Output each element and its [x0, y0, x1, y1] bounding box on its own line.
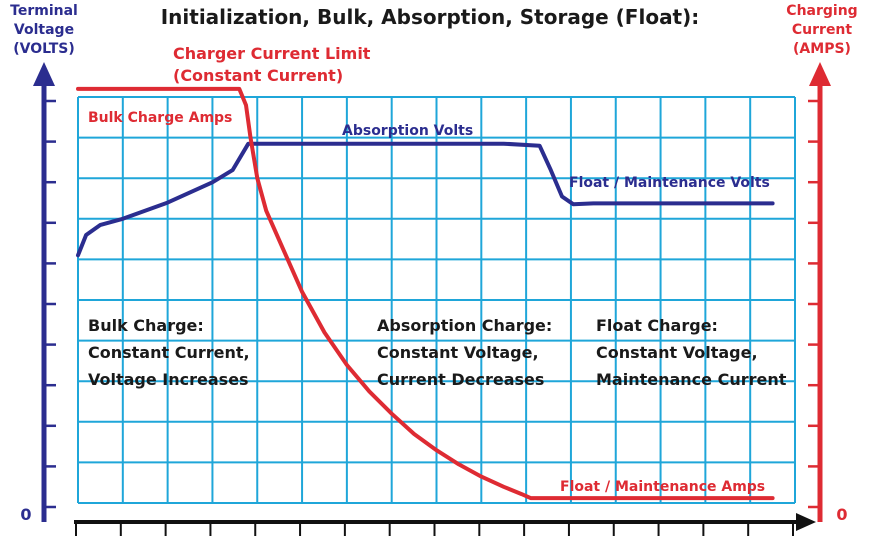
- left-axis-label: Terminal: [10, 3, 78, 19]
- annotation-bulk-amps: Bulk Charge Amps: [88, 110, 232, 126]
- annotation-charger-limit: (Constant Current): [173, 66, 343, 85]
- annotation-absorption-charge: Absorption Charge:: [377, 316, 552, 335]
- annotation-bulk-charge: Constant Current,: [88, 343, 250, 362]
- annotation-absorption-charge: Current Decreases: [377, 370, 544, 389]
- annotation-absorption-volts: Absorption Volts: [342, 123, 473, 139]
- right-axis-label: Current: [792, 22, 853, 38]
- right-axis-arrow: [809, 62, 831, 86]
- left-axis-label: (VOLTS): [13, 41, 75, 57]
- left-axis-label: Voltage: [14, 22, 74, 38]
- annotation-float-amps: Float / Maintenance Amps: [560, 479, 765, 495]
- annotation-charger-limit: Charger Current Limit: [173, 44, 371, 63]
- voltage-series-line: [76, 141, 775, 258]
- left-axis-arrow: [33, 62, 55, 86]
- chart-grid: [77, 96, 796, 504]
- chart-title: Initialization, Bulk, Absorption, Storag…: [161, 5, 700, 29]
- annotation-bulk-charge: Voltage Increases: [88, 370, 249, 389]
- annotation-bulk-charge: Bulk Charge:: [88, 316, 204, 335]
- right-axis-label: Charging: [786, 3, 857, 19]
- right-axis-zero-label: 0: [836, 505, 847, 524]
- annotation-float-volts: Float / Maintenance Volts: [569, 175, 770, 191]
- chart-axes: [33, 62, 831, 536]
- chart-series: [76, 86, 775, 501]
- bottom-axis-arrow: [796, 513, 816, 531]
- chart-text: Initialization, Bulk, Absorption, Storag…: [10, 3, 858, 524]
- annotation-float-charge: Float Charge:: [596, 316, 718, 335]
- annotation-absorption-charge: Constant Voltage,: [377, 343, 539, 362]
- annotation-float-charge: Maintenance Current: [596, 370, 787, 389]
- annotation-float-charge: Constant Voltage,: [596, 343, 758, 362]
- right-axis-label: (AMPS): [793, 41, 851, 57]
- current-series-line: [76, 86, 775, 501]
- left-axis-zero-label: 0: [20, 505, 31, 524]
